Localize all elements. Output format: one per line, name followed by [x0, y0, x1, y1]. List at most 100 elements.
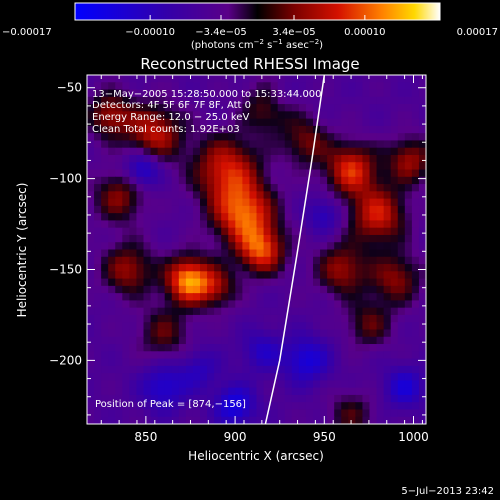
heatmap-cell	[313, 264, 321, 272]
heatmap-cell	[305, 365, 314, 374]
heatmap-cell	[87, 293, 95, 301]
heatmap-cell	[235, 140, 243, 149]
heatmap-cell	[122, 220, 130, 229]
heatmap-cell	[284, 278, 293, 287]
heatmap-cell	[94, 242, 102, 251]
heatmap-cell	[320, 227, 328, 236]
heatmap-cell	[341, 394, 349, 403]
heatmap-cell	[327, 89, 335, 98]
heatmap-cell	[277, 293, 286, 301]
heatmap-cell	[221, 249, 229, 258]
heatmap-cell	[291, 344, 300, 352]
heatmap-cell	[235, 380, 243, 389]
heatmap-cell	[404, 234, 413, 243]
heatmap-cell	[348, 140, 356, 149]
heatmap-cell	[171, 285, 180, 294]
heatmap-cell	[284, 344, 293, 352]
heatmap-cell	[270, 227, 279, 236]
heatmap-cell	[298, 409, 307, 418]
heatmap-cell	[200, 118, 208, 127]
heatmap-cell	[249, 111, 258, 120]
heatmap-cell	[418, 227, 426, 236]
heatmap-cell	[221, 82, 229, 91]
heatmap-cell	[327, 285, 335, 294]
heatmap-cell	[200, 365, 208, 374]
heatmap-cell	[228, 373, 236, 381]
heatmap-cell	[207, 300, 215, 309]
heatmap-cell	[397, 169, 406, 178]
heatmap-cell	[171, 249, 180, 258]
heatmap-cell	[108, 184, 116, 192]
heatmap-cell	[362, 416, 371, 424]
heatmap-cell	[369, 111, 378, 120]
heatmap-cell	[298, 271, 307, 280]
heatmap-cell	[327, 256, 335, 265]
heatmap-cell	[277, 336, 286, 345]
heatmap-cell	[207, 162, 215, 171]
heatmap-cell	[129, 358, 138, 367]
heatmap-cell	[221, 380, 229, 389]
heatmap-cell	[284, 358, 293, 367]
heatmap-cell	[263, 322, 272, 331]
heatmap-cell	[178, 329, 187, 338]
heatmap-cell	[397, 227, 406, 236]
heatmap-cell	[390, 220, 399, 229]
heatmap-cell	[242, 220, 251, 229]
heatmap-cell	[171, 344, 180, 352]
heatmap-cell	[397, 373, 406, 381]
heatmap-cell	[185, 198, 194, 207]
heatmap-cell	[192, 300, 201, 309]
heatmap-cell	[94, 176, 102, 185]
y-tick-label: −150	[49, 262, 82, 276]
heatmap-cell	[404, 402, 413, 411]
heatmap-cell	[178, 351, 187, 360]
heatmap-cell	[277, 351, 286, 360]
heatmap-cell	[355, 162, 364, 171]
heatmap-cell	[87, 387, 95, 396]
heatmap-cell	[320, 205, 328, 214]
heatmap-cell	[270, 300, 279, 309]
heatmap-cell	[143, 351, 152, 360]
heatmap-cell	[200, 154, 208, 163]
y-tick-label: −200	[49, 353, 82, 367]
heatmap-cell	[397, 176, 406, 185]
heatmap-cell	[235, 89, 243, 98]
heatmap-cell	[242, 213, 251, 222]
heatmap-cell	[341, 234, 349, 243]
heatmap-cell	[108, 409, 116, 418]
heatmap-cell	[341, 307, 349, 316]
heatmap-cell	[129, 82, 138, 91]
heatmap-cell	[418, 82, 426, 91]
heatmap-cell	[192, 220, 201, 229]
heatmap-cell	[207, 104, 215, 112]
heatmap-cell	[164, 293, 173, 301]
heatmap-cell	[249, 133, 258, 142]
heatmap-cell	[192, 213, 201, 222]
heatmap-cell	[228, 264, 236, 272]
heatmap-cell	[327, 351, 335, 360]
heatmap-cell	[249, 373, 258, 381]
heatmap-cell	[397, 300, 406, 309]
heatmap-cell	[369, 314, 378, 323]
heatmap-cell	[404, 111, 413, 120]
heatmap-cell	[320, 293, 328, 301]
heatmap-cell	[115, 198, 123, 207]
heatmap-cell	[320, 82, 328, 91]
heatmap-cell	[298, 278, 307, 287]
heatmap-cell	[207, 96, 215, 105]
heatmap-cell	[369, 75, 378, 83]
heatmap-cell	[164, 104, 173, 112]
heatmap-cell	[249, 82, 258, 91]
heatmap-cell	[411, 380, 420, 389]
heatmap-cell	[341, 227, 349, 236]
heatmap-cell	[341, 104, 349, 112]
heatmap-cell	[221, 271, 229, 280]
heatmap-cell	[101, 300, 109, 309]
heatmap-cell	[341, 380, 349, 389]
heatmap-cell	[404, 278, 413, 287]
heatmap-cell	[143, 329, 152, 338]
heatmap-cell	[270, 387, 279, 396]
heatmap-cell	[369, 205, 378, 214]
heatmap-cell	[94, 111, 102, 120]
heatmap-cell	[214, 351, 222, 360]
